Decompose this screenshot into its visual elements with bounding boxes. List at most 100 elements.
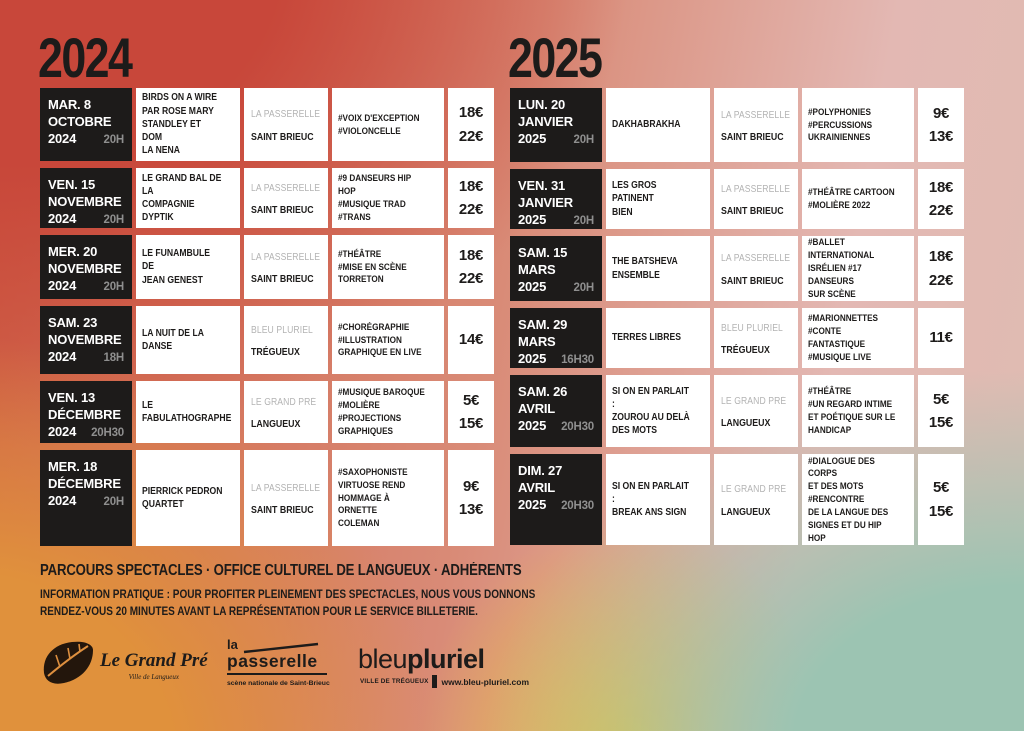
- price-cell: 5€ 15€: [918, 454, 964, 545]
- date-cell: VEN. 13 DÉCEMBRE 2024 20H30: [40, 381, 132, 443]
- event-prices: 9€ 13€: [458, 477, 484, 518]
- event-tags: #SAXOPHONISTE VIRTUOSE REND HOMMAGE À OR…: [338, 466, 408, 529]
- event-row: DIM. 27 AVRIL 2025 20H30 SI ON EN PARLAIT…: [510, 454, 968, 545]
- venue-name: LE GRAND PRÉ: [721, 484, 787, 496]
- event-tags: #DIALOGUE DES CORPS ET DES MOTS #RENCONT…: [808, 455, 889, 543]
- event-title: LE GRAND BAL DE LA COMPAGNIE DYPTIK: [142, 172, 222, 224]
- year-header-2024: 2024: [38, 26, 133, 89]
- event-tags: #MUSIQUE BAROQUE #MOLIÈRE #PROJECTIONS G…: [338, 387, 425, 436]
- tags-cell: #POLYPHONIES #PERCUSSIONS UKRAINIENNES: [802, 88, 914, 162]
- price-cell: 11€: [918, 308, 964, 368]
- event-tags: #THÉÂTRE CARTOON #MOLIÈRE 2022: [808, 187, 895, 210]
- event-row: MAR. 8 OCTOBRE 2024 20H BIRDS ON A WIRE P…: [40, 88, 498, 161]
- vertical-bar-icon: [432, 675, 438, 688]
- title-cell: DAKHABRAKHA: [606, 88, 710, 162]
- bleu-text: bleu: [358, 644, 408, 674]
- date-cell: MER. 20 NOVEMBRE 2024 20H: [40, 235, 132, 299]
- month-label: OCTOBRE: [48, 113, 112, 129]
- tags-cell: #THÉÂTRE #MISE EN SCÈNE TORRETON: [332, 235, 444, 299]
- venue-city: TRÉGUEUX: [251, 347, 300, 358]
- venue-name: LE GRAND PRÉ: [721, 395, 787, 407]
- tags-cell: #VOIX D'EXCEPTION #VIOLONCELLE: [332, 88, 444, 161]
- footer-title: PARCOURS SPECTACLES · OFFICE CULTUREL DE…: [40, 562, 522, 579]
- venue-name: LA PASSERELLE: [721, 109, 791, 121]
- month-label: DÉCEMBRE: [48, 406, 121, 422]
- date-cell: MAR. 8 OCTOBRE 2024 20H: [40, 88, 132, 161]
- price-cell: 9€ 13€: [918, 88, 964, 162]
- title-cell: LA NUIT DE LA DANSE: [136, 306, 240, 374]
- event-tags: #POLYPHONIES #PERCUSSIONS UKRAINIENNES: [808, 106, 873, 143]
- day-label: LUN. 20: [518, 97, 566, 112]
- tags-cell: #MARIONNETTES #CONTE FANTASTIQUE #MUSIQU…: [802, 308, 914, 368]
- date-cell: SAM. 15 MARS 2025 20H: [510, 236, 602, 301]
- day-label: DIM. 27: [518, 463, 563, 478]
- tags-cell: #MUSIQUE BAROQUE #MOLIÈRE #PROJECTIONS G…: [332, 381, 444, 443]
- event-prices: 14€: [458, 331, 484, 349]
- passerelle-la: la: [227, 637, 238, 652]
- event-title: THE BATSHEVA ENSEMBLE: [612, 256, 678, 281]
- event-title: LES GROS PATINENT BIEN: [612, 180, 657, 218]
- event-row: VEN. 15 NOVEMBRE 2024 20H LE GRAND BAL DE…: [40, 168, 498, 228]
- event-tags: #CHORÉGRAPHIE #ILLUSTRATION GRAPHIQUE EN…: [338, 321, 422, 358]
- schedule-2025: LUN. 20 JANVIER 2025 20H DAKHABRAKHA LA P…: [510, 88, 968, 545]
- venue-city: LANGUEUX: [251, 419, 301, 430]
- event-title: TERRES LIBRES: [612, 332, 681, 344]
- day-label: VEN. 31: [518, 178, 566, 193]
- time-label: 20H30: [561, 420, 594, 433]
- event-title: LE FABULATHOGRAPHE: [142, 399, 232, 424]
- event-title: SI ON EN PARLAIT : ZOUROU AU DELÀ DES MO…: [612, 385, 690, 437]
- event-tags: #THÉÂTRE #UN REGARD INTIME ET POÉTIQUE S…: [808, 386, 896, 435]
- day-label: MAR. 8: [48, 97, 91, 112]
- venue-name: BLEU PLURIEL: [721, 322, 783, 334]
- event-prices: 18€ 22€: [928, 178, 954, 219]
- grand-pre-name: Le Grand Pré: [100, 650, 208, 671]
- diagonal-line-icon: [242, 641, 327, 654]
- event-tags: #VOIX D'EXCEPTION #VIOLONCELLE: [338, 112, 420, 136]
- logo-le-grand-pre: Le Grand Pré Ville de Langueux: [42, 640, 208, 691]
- event-row: MER. 18 DÉCEMBRE 2024 20H PIERRICK PEDRON…: [40, 450, 498, 546]
- title-cell: LE FUNAMBULE DE JEAN GENEST: [136, 235, 240, 299]
- venue-cell: LA PASSERELLE SAINT BRIEUC: [714, 169, 798, 229]
- title-cell: SI ON EN PARLAIT : ZOUROU AU DELÀ DES MO…: [606, 375, 710, 447]
- tags-cell: #THÉÂTRE #UN REGARD INTIME ET POÉTIQUE S…: [802, 375, 914, 447]
- price-cell: 18€ 22€: [918, 169, 964, 229]
- event-prices: 5€ 15€: [928, 479, 954, 520]
- title-cell: BIRDS ON A WIRE PAR ROSE MARY STANDLEY E…: [136, 88, 240, 161]
- price-cell: 18€ 22€: [918, 236, 964, 301]
- title-cell: LE GRAND BAL DE LA COMPAGNIE DYPTIK: [136, 168, 240, 228]
- venue-name: LA PASSERELLE: [251, 251, 321, 263]
- tags-cell: #CHORÉGRAPHIE #ILLUSTRATION GRAPHIQUE EN…: [332, 306, 444, 374]
- year-label: 2025: [518, 211, 547, 227]
- month-label: DÉCEMBRE: [48, 475, 121, 491]
- tags-cell: #DIALOGUE DES CORPS ET DES MOTS #RENCONT…: [802, 454, 914, 545]
- venue-cell: LE GRAND PRÉ LANGUEUX: [714, 454, 798, 545]
- year-label: 2024: [48, 492, 77, 508]
- venue-cell: LA PASSERELLE SAINT BRIEUC: [244, 88, 328, 161]
- time-label: 20H: [573, 281, 595, 294]
- venue-cell: LA PASSERELLE SAINT BRIEUC: [244, 450, 328, 546]
- event-row: VEN. 31 JANVIER 2025 20H LES GROS PATINEN…: [510, 169, 968, 229]
- month-label: AVRIL: [518, 479, 556, 495]
- grand-pre-subtitle: Ville de Langueux: [128, 673, 180, 681]
- time-label: 18H: [103, 351, 125, 364]
- event-row: MER. 20 NOVEMBRE 2024 20H LE FUNAMBULE DE…: [40, 235, 498, 299]
- date-cell: LUN. 20 JANVIER 2025 20H: [510, 88, 602, 162]
- logo-bleu-pluriel: bleupluriel VILLE DE TRÉGUEUX www.bleu-p…: [358, 646, 529, 688]
- venue-cell: BLEU PLURIEL TRÉGUEUX: [714, 308, 798, 368]
- price-cell: 18€ 22€: [448, 168, 494, 228]
- venue-cell: LA PASSERELLE SAINT BRIEUC: [244, 168, 328, 228]
- venue-cell: LA PASSERELLE SAINT BRIEUC: [244, 235, 328, 299]
- logo-la-passerelle: la passerelle scène nationale de Saint-B…: [227, 637, 330, 687]
- event-row: SAM. 26 AVRIL 2025 20H30 SI ON EN PARLAIT…: [510, 375, 968, 447]
- venue-name: LA PASSERELLE: [251, 109, 321, 121]
- event-prices: 18€ 22€: [928, 248, 954, 289]
- event-prices: 18€ 22€: [458, 177, 484, 218]
- leaf-icon: [42, 640, 94, 691]
- tags-cell: #THÉÂTRE CARTOON #MOLIÈRE 2022: [802, 169, 914, 229]
- pluriel-text: pluriel: [407, 644, 485, 674]
- day-label: SAM. 26: [518, 384, 568, 399]
- venue-city: SAINT BRIEUC: [721, 206, 784, 217]
- bleu-pluriel-url: www.bleu-pluriel.com: [441, 676, 530, 687]
- day-label: MER. 18: [48, 459, 98, 474]
- venue-name: LE GRAND PRÉ: [251, 396, 317, 408]
